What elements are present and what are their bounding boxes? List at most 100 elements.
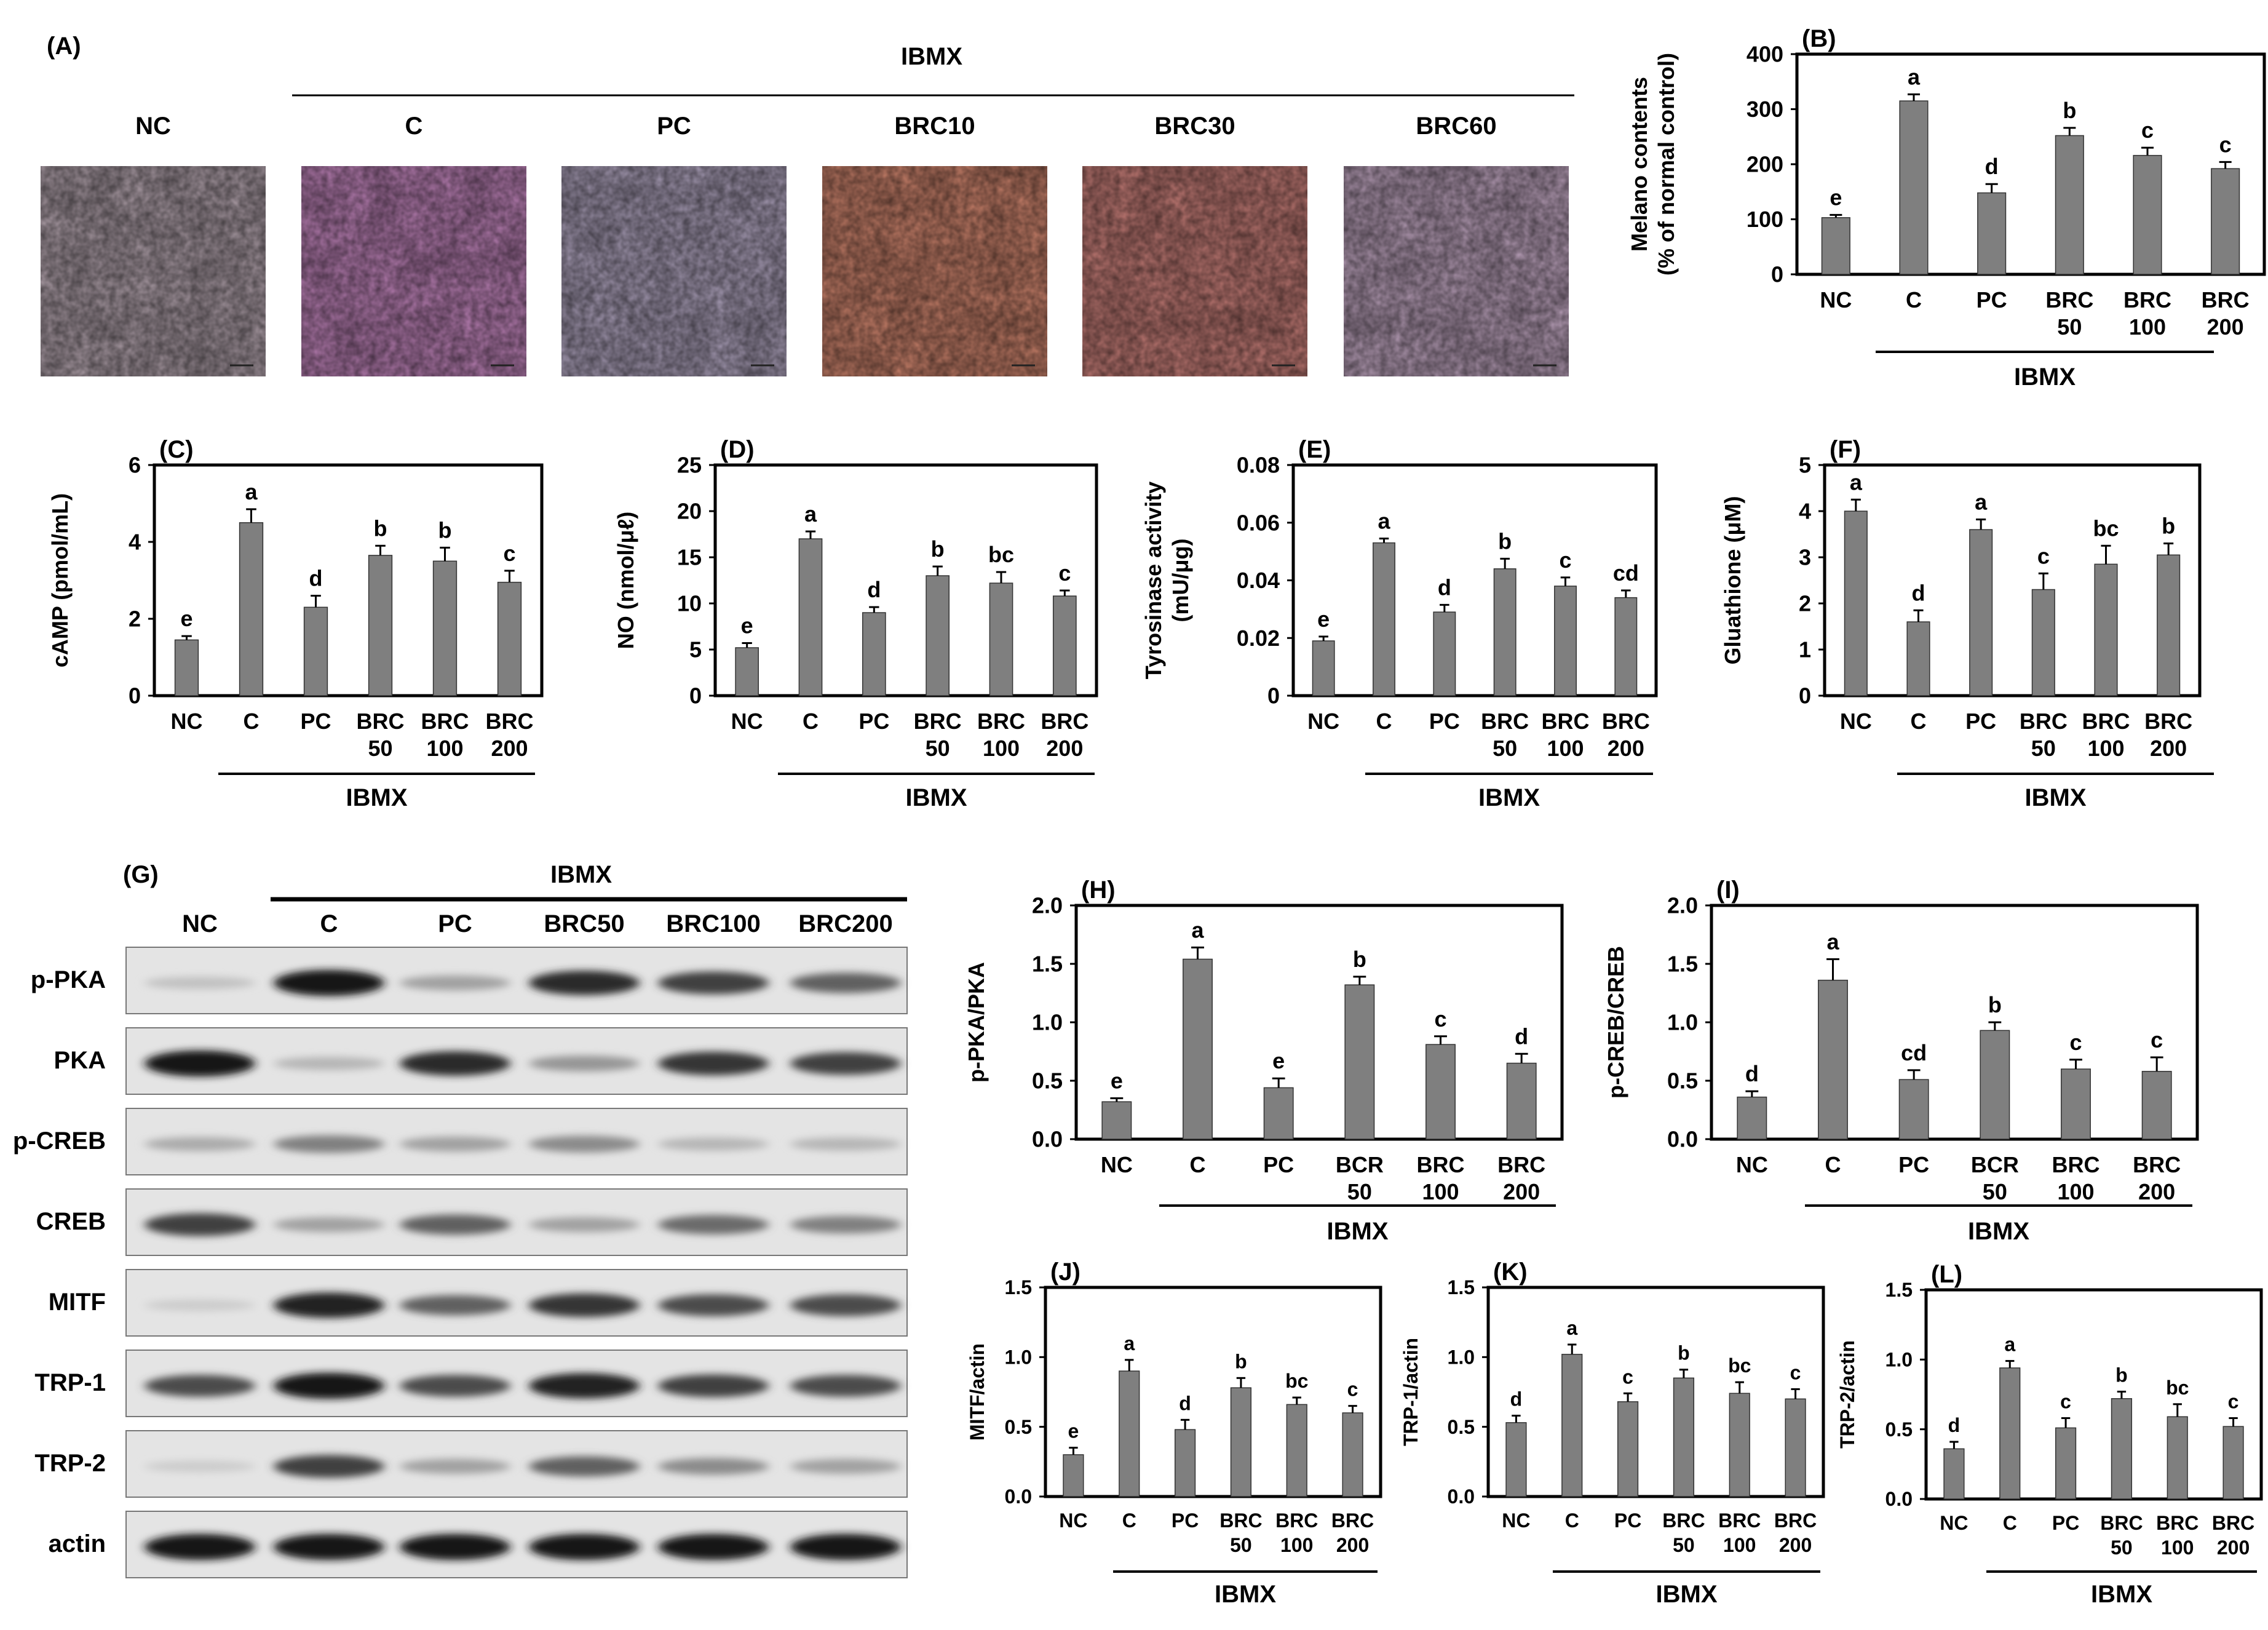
y-tick-label: 5 xyxy=(1799,453,1811,478)
panel-label: (I) xyxy=(1716,877,1740,904)
x-category-label: BRC xyxy=(1602,709,1650,734)
x-category-label: BRC xyxy=(2202,287,2250,312)
significance-letter: d xyxy=(1515,1024,1528,1049)
blot-strip xyxy=(125,1027,908,1095)
significance-letter: d xyxy=(1912,580,1925,605)
significance-letter: b xyxy=(438,517,452,543)
bar xyxy=(1969,529,1993,696)
x-category-label: BRC xyxy=(914,709,962,734)
blot-band xyxy=(658,1533,769,1560)
bar xyxy=(1980,1030,2010,1140)
bar xyxy=(2094,563,2118,696)
blot-band xyxy=(145,1299,255,1311)
x-category-label: 50 xyxy=(1673,1534,1695,1556)
blot-row-label: TRP-1 xyxy=(34,1369,106,1396)
x-category-label: BRC xyxy=(2133,1152,2181,1177)
bar xyxy=(2167,1416,2188,1500)
significance-letter: e xyxy=(180,606,192,631)
y-tick-label: 0.5 xyxy=(1667,1068,1698,1094)
y-tick-label: 25 xyxy=(677,453,702,478)
bar xyxy=(2157,554,2181,696)
y-tick-label: 200 xyxy=(1747,152,1783,177)
x-category-label: BRC xyxy=(2144,709,2192,734)
micrograph-shading xyxy=(822,166,1047,376)
bar xyxy=(2111,1398,2133,1500)
micrograph-shading xyxy=(41,166,266,376)
panel-g-western-blot: (G) IBMX NC C PC BRC50 BRC100 BRC200 p-PKA PKA p… xyxy=(13,861,908,1578)
x-category-label: 50 xyxy=(2111,1537,2133,1559)
blot-band xyxy=(658,971,769,995)
plot-frame xyxy=(713,463,1098,698)
plot-frame xyxy=(153,463,544,698)
x-category-label: 50 xyxy=(926,736,950,761)
x-category-label: 50 xyxy=(1493,736,1517,761)
significance-letter: bc xyxy=(2093,515,2119,541)
bar xyxy=(1977,192,2007,275)
significance-letter: c xyxy=(2228,1391,2239,1413)
blot-band xyxy=(274,1217,384,1233)
significance-letter: a xyxy=(1975,490,1988,515)
significance-letter: a xyxy=(1826,929,1839,954)
y-tick-label: 15 xyxy=(677,545,702,570)
blot-row-label: CREB xyxy=(36,1208,106,1235)
blot-band xyxy=(145,1213,255,1236)
blot-band xyxy=(790,1533,901,1560)
y-tick-label: 1.0 xyxy=(1885,1349,1913,1371)
x-category-label: BCR xyxy=(1971,1152,2019,1177)
significance-letter: e xyxy=(1830,185,1842,210)
bar xyxy=(1342,1412,1363,1497)
bar xyxy=(1263,1087,1294,1140)
bar xyxy=(1999,1367,2021,1500)
significance-letter: bc xyxy=(1728,1354,1751,1377)
significance-letter: a xyxy=(1191,917,1204,942)
x-category-label: NC xyxy=(731,709,763,734)
significance-letter: c xyxy=(2219,132,2232,157)
y-tick-label: 0.5 xyxy=(1005,1416,1032,1438)
bar xyxy=(497,581,522,696)
bar xyxy=(1844,511,1868,696)
blot-band xyxy=(790,972,901,993)
y-axis-label: cAMP (pmol/mL) xyxy=(47,493,73,667)
blot-band xyxy=(145,1375,255,1397)
bar xyxy=(2031,589,2055,696)
x-category-label: 200 xyxy=(2138,1179,2175,1204)
y-tick-label: 1.5 xyxy=(1032,952,1063,977)
y-axis-label: p-CREB/CREB xyxy=(1603,946,1628,1099)
x-category-label: PC xyxy=(858,709,889,734)
significance-letter: d xyxy=(1438,574,1451,600)
bar xyxy=(1506,1062,1537,1140)
bar xyxy=(1943,1448,1965,1500)
micrograph-column-label: BRC60 xyxy=(1416,113,1496,140)
x-category-label: NC xyxy=(171,709,203,734)
significance-letter: d xyxy=(1510,1388,1523,1410)
y-tick-label: 6 xyxy=(129,453,141,478)
y-tick-label: 10 xyxy=(677,591,702,616)
significance-letter: d xyxy=(1948,1414,1961,1436)
panel-a-ibmx-label: IBMX xyxy=(901,43,962,70)
x-category-label: 100 xyxy=(2161,1537,2194,1559)
y-tick-label: 0 xyxy=(1771,262,1783,287)
x-category-label: NC xyxy=(1840,709,1872,734)
blot-band xyxy=(529,1533,640,1560)
x-category-label: C xyxy=(2003,1512,2017,1534)
x-category-label: PC xyxy=(1614,1509,1641,1532)
x-category-label: PC xyxy=(1977,287,2007,312)
blot-strip xyxy=(125,1350,908,1417)
y-tick-label: 0 xyxy=(129,683,141,709)
x-category-label: 200 xyxy=(1336,1534,1369,1556)
panel-label: (D) xyxy=(720,436,755,463)
micrograph-shading xyxy=(1082,166,1307,376)
blot-band xyxy=(274,1533,384,1560)
bar xyxy=(2055,135,2084,275)
bar xyxy=(1614,597,1638,696)
y-tick-label: 1.5 xyxy=(1005,1276,1032,1298)
y-tick-label: 4 xyxy=(129,530,141,555)
y-tick-label: 2.0 xyxy=(1032,893,1063,918)
x-category-label: C xyxy=(803,709,819,734)
bar xyxy=(1119,1370,1140,1497)
blot-band xyxy=(145,976,255,990)
x-category-label: 100 xyxy=(1422,1179,1459,1204)
